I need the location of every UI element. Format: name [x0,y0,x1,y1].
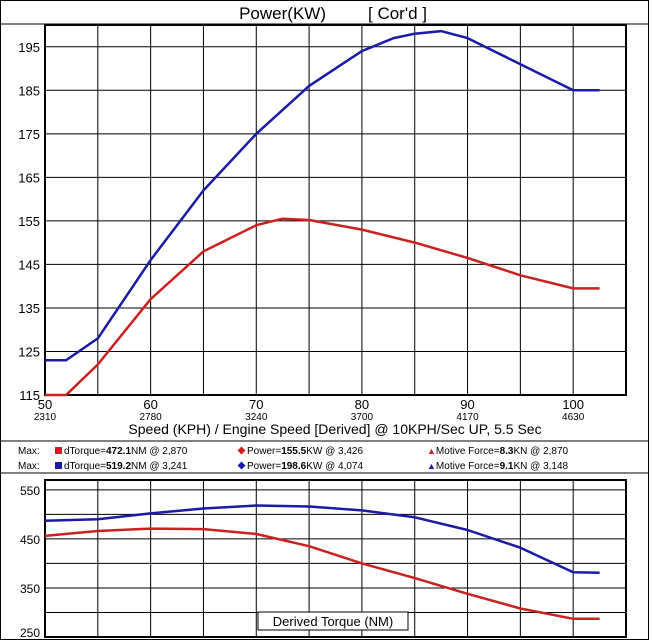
y-tick-label: 125 [18,344,40,359]
torque-max-red: dTorque=472.1NM @ 2,870 [55,446,187,457]
y-tick-label: 195 [18,40,40,55]
y-tick-label: 165 [18,170,40,185]
y-tick-label: 250 [20,626,40,640]
x-tick-rpm-label: 2310 [34,412,57,423]
triangle-marker-icon: ▲ [427,446,436,456]
series-line [44,504,600,574]
x-tick-rpm-label: 3240 [245,412,268,423]
series-line [45,29,600,362]
y-tick-label: 155 [18,214,40,229]
y-tick-label: 350 [20,582,40,596]
x-tick-rpm-label: 2780 [140,412,163,423]
y-tick-label: 145 [18,257,40,272]
x-tick-label: 90 [460,397,474,412]
plot-frame [44,479,627,638]
power-max-red: Power=155.5KW @ 3,426 [237,446,363,457]
summary-row-1: Max: dTorque=472.1NM @ 2,870 Power=155.5… [0,445,653,459]
series-line [44,527,600,621]
diamond-marker-icon [237,461,246,470]
torque-max-blue: dTorque=519.2NM @ 3,241 [55,461,187,472]
y-tick-label: 175 [18,127,40,142]
y-tick-label: 185 [18,83,40,98]
chart-title-tag: [ Cor'd ] [368,4,427,23]
x-tick-label: 60 [143,397,157,412]
x-tick-label: 50 [38,397,52,412]
y-tick-label: 450 [20,533,40,547]
x-tick-rpm-label: 4170 [456,412,479,423]
x-axis-label: Speed (KPH) / Engine Speed [Derived] @ 1… [128,421,541,437]
diamond-marker-icon [237,446,246,455]
x-tick-label: 100 [562,397,584,412]
x-tick-label: 70 [249,397,263,412]
chart-title: Power(KW) [239,4,326,23]
bottom-label-box [257,611,409,631]
square-marker-icon [55,447,62,454]
plot-frame [44,24,627,396]
bottom-chart-label: Derived Torque (NM) [273,614,393,629]
x-tick-rpm-label: 4630 [562,412,585,423]
x-tick-label: 80 [355,397,369,412]
y-tick-label: 115 [19,388,40,403]
summary-label: Max: [18,446,40,457]
series-line [45,217,600,397]
square-marker-icon [55,462,62,469]
force-max-red: ▲Motive Force=8.3KN @ 2,870 [427,446,569,457]
y-tick-label: 135 [18,301,40,316]
summary-row-2: Max: dTorque=519.2NM @ 3,241 Power=198.6… [0,460,653,474]
force-max-blue: ▲Motive Force=9.1KN @ 3,148 [427,461,569,472]
y-tick-label: 550 [20,484,40,498]
summary-label: Max: [18,461,40,472]
power-max-blue: Power=198.6KW @ 4,074 [237,461,363,472]
triangle-marker-icon: ▲ [427,461,436,471]
x-tick-rpm-label: 3700 [351,412,374,423]
